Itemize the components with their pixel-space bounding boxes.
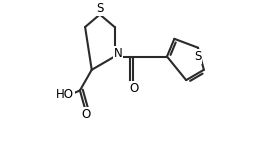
Text: S: S [194,50,202,63]
Text: O: O [129,82,139,95]
Text: N: N [113,47,122,60]
Text: HO: HO [56,88,74,101]
Text: O: O [81,108,91,121]
Text: S: S [97,2,104,15]
